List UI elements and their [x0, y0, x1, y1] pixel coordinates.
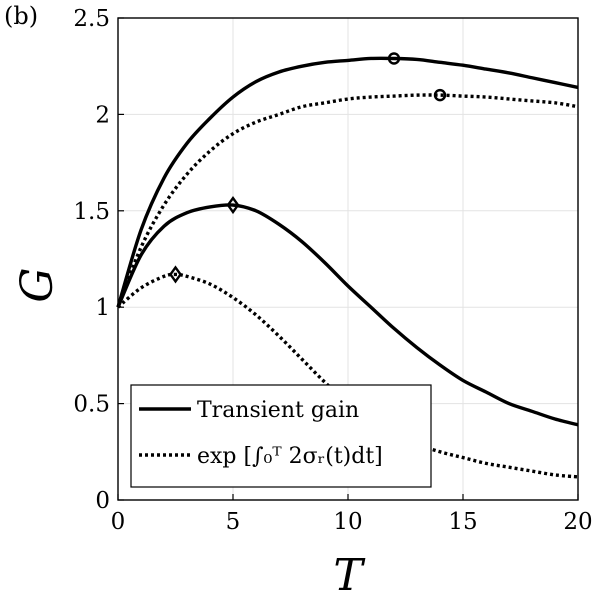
legend: Transient gain exp [∫₀ᵀ 2σᵣ(t)dt] [130, 384, 432, 488]
legend-item-transient-gain: Transient gain [197, 398, 359, 423]
panel-label: (b) [4, 2, 38, 30]
peak-marker-circle [387, 52, 401, 65]
y-axis-title: G [12, 267, 63, 302]
peak-marker-circle [433, 88, 447, 102]
x-axis-title: T [333, 550, 366, 598]
series-line-1 [116, 56, 579, 308]
x-tick-label: 20 [563, 509, 592, 535]
x-tick-label: 10 [333, 509, 362, 535]
x-tick-label: 15 [448, 509, 477, 535]
y-tick-label: 2 [95, 102, 110, 128]
y-tick-label: 2.5 [73, 6, 110, 32]
axis-ticks: 0 5 10 15 20 0 0.5 1 1.5 2 2.5 [73, 6, 592, 535]
x-tick-label: 0 [111, 509, 126, 535]
peak-marker-diamond [169, 265, 182, 284]
series-line-2 [116, 93, 579, 308]
legend-box [130, 384, 432, 488]
y-tick-label: 0.5 [73, 392, 110, 418]
x-tick-label: 5 [226, 509, 241, 535]
y-tick-label: 1.5 [73, 199, 110, 225]
legend-item-exp-integral: exp [∫₀ᵀ 2σᵣ(t)dt] [197, 444, 383, 469]
markers-layer [169, 52, 447, 284]
peak-marker-diamond [226, 195, 240, 215]
series-line-3 [116, 203, 579, 427]
y-tick-label: 0 [95, 488, 110, 514]
y-tick-label: 1 [95, 295, 110, 321]
